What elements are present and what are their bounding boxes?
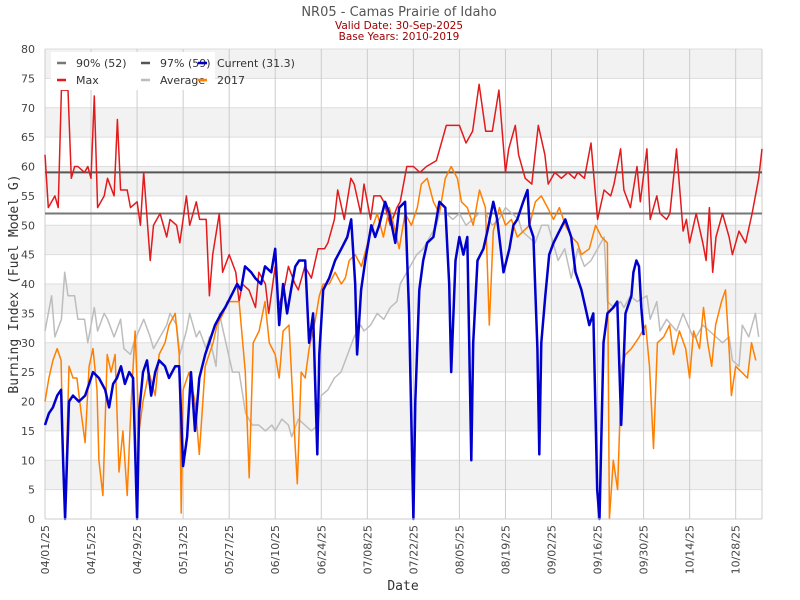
series-lines — [43, 83, 763, 521]
grid-band — [45, 460, 762, 490]
legend-label: Average — [160, 74, 205, 87]
legend-label: 2017 — [217, 74, 245, 87]
legend-label: 97% (59) — [160, 57, 211, 70]
y-tick-label: 5 — [28, 484, 35, 497]
threshold-lines — [45, 171, 762, 215]
x-axis-title: Date — [387, 579, 418, 594]
x-tick-label: 09/16/25 — [592, 525, 605, 574]
x-tick-label: 09/30/25 — [638, 525, 651, 574]
y-tick-label: 65 — [21, 131, 35, 144]
y-axis-title: Burning Index (Fuel Model G) — [7, 174, 22, 393]
x-tick-label: 06/10/25 — [269, 525, 282, 574]
y-tick-label: 35 — [21, 307, 35, 320]
y-tick-label: 20 — [21, 396, 35, 409]
x-tick-label: 07/08/25 — [361, 525, 374, 574]
y-tick-label: 30 — [21, 337, 35, 350]
chart-subtitle-valid-date: Valid Date: 30-Sep-2025 — [335, 20, 463, 32]
legend-label: Max — [76, 74, 99, 87]
series-line-average — [44, 206, 760, 438]
y-tick-label: 25 — [21, 366, 35, 379]
x-tick-label: 04/29/25 — [131, 525, 144, 574]
y-tick-label: 0 — [28, 513, 35, 526]
legend-label: Current (31.3) — [217, 57, 295, 70]
y-tick-label: 60 — [21, 161, 35, 174]
legend: 90% (52) 97% (59) Current (31.3) Max Average… — [51, 52, 295, 90]
x-tick-label: 04/15/25 — [85, 525, 98, 574]
y-tick-label: 40 — [21, 278, 35, 291]
y-tick-label: 50 — [21, 219, 35, 232]
y-tick-label: 10 — [21, 454, 35, 467]
x-tick-label: 09/02/25 — [546, 525, 559, 574]
chart-subtitle-base-years: Base Years: 2010-2019 — [339, 31, 460, 43]
x-tick-label: 07/22/25 — [407, 525, 420, 574]
y-tick-label: 45 — [21, 249, 35, 262]
legend-label: 90% (52) — [76, 57, 127, 70]
y-tick-label: 75 — [21, 72, 35, 85]
y-tick-label: 80 — [21, 43, 35, 56]
x-tick-label: 08/19/25 — [499, 525, 512, 574]
grid-band — [45, 107, 762, 138]
y-tick-label: 55 — [21, 190, 35, 203]
x-tick-label: 06/24/25 — [315, 525, 328, 574]
x-tick-label: 08/05/25 — [453, 525, 466, 574]
x-tick-label: 05/13/25 — [177, 525, 190, 574]
x-tick-label: 05/27/25 — [223, 525, 236, 574]
x-tick-label: 04/01/25 — [39, 525, 52, 574]
axes: 0 5 10 15 20 25 30 35 40 45 50 55 60 65 70 75 80 04/01/25… — [21, 43, 762, 574]
x-tick-label: 10/14/25 — [684, 525, 697, 574]
series-line-current-31-3 — [43, 188, 645, 521]
grid-band — [45, 401, 762, 431]
chart-title: NR05 - Camas Prairie of Idaho — [301, 5, 496, 20]
y-tick-label: 15 — [21, 425, 35, 438]
y-tick-label: 70 — [21, 102, 35, 115]
x-tick-label: 10/28/25 — [730, 525, 743, 574]
series-line-max — [44, 83, 763, 315]
legend-box — [51, 52, 215, 90]
